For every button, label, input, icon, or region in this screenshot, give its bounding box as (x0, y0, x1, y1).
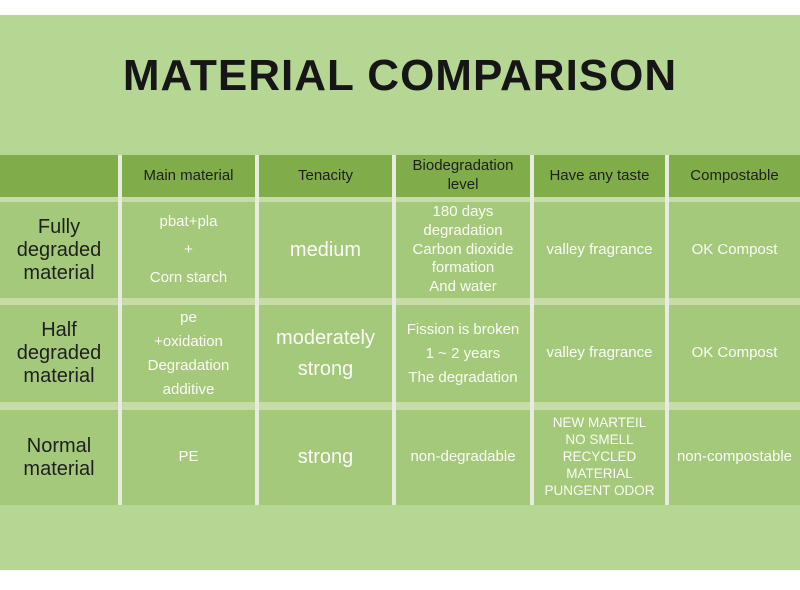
row-separator (534, 298, 665, 305)
header-cell-tenacity: Tenacity (259, 155, 392, 197)
row-separator (259, 298, 392, 305)
row-label-normal: Normal material (0, 410, 118, 505)
row-separator (122, 402, 255, 410)
poster-content: MATERIAL COMPARISON Main material Tenaci… (0, 15, 800, 570)
page-title: MATERIAL COMPARISON (122, 51, 678, 100)
cell-fully-biodegradation: 180 days degradation Carbon dioxide form… (396, 202, 530, 298)
header-cell-have-any-taste: Have any taste (534, 155, 665, 197)
cell-normal-taste: NEW MARTEIL NO SMELL RECYCLED MATERIAL P… (534, 410, 665, 505)
header-cell-compostable: Compostable (669, 155, 800, 197)
cell-half-main-material: pe +oxidation Degradation additive (122, 305, 255, 402)
row-label-fully-degraded: Fully degraded material (0, 202, 118, 298)
row-separator (669, 298, 800, 305)
row-separator (396, 402, 530, 410)
bottom-band (0, 570, 800, 590)
row-separator (122, 197, 255, 202)
row-separator (396, 298, 530, 305)
cell-fully-tenacity: medium (259, 202, 392, 298)
cell-normal-tenacity: strong (259, 410, 392, 505)
row-separator (534, 402, 665, 410)
cell-normal-biodegradation: non-degradable (396, 410, 530, 505)
cell-fully-taste: valley fragrance (534, 202, 665, 298)
top-band (0, 0, 800, 15)
row-separator (669, 402, 800, 410)
cell-normal-compostable: non-compostable (669, 410, 800, 505)
row-separator (259, 197, 392, 202)
comparison-table: Main material Tenacity Biodegradation le… (0, 155, 800, 505)
row-label-half-degraded: Half degraded material (0, 305, 118, 402)
cell-normal-main-material: PE (122, 410, 255, 505)
row-separator (669, 197, 800, 202)
header-cell-blank (0, 155, 118, 197)
row-separator (0, 402, 118, 410)
cell-fully-compostable: OK Compost (669, 202, 800, 298)
header-cell-main-material: Main material (122, 155, 255, 197)
row-separator (396, 197, 530, 202)
row-separator (0, 197, 118, 202)
cell-half-taste: valley fragrance (534, 305, 665, 402)
row-separator (122, 298, 255, 305)
cell-half-biodegradation: Fission is broken 1 ~ 2 years The degrad… (396, 305, 530, 402)
row-separator (534, 197, 665, 202)
cell-fully-main-material: pbat+pla + Corn starch (122, 202, 255, 298)
header-cell-biodegradation-level: Biodegradation level (396, 155, 530, 197)
row-separator (259, 402, 392, 410)
cell-half-compostable: OK Compost (669, 305, 800, 402)
row-separator (0, 298, 118, 305)
cell-half-tenacity: moderately strong (259, 305, 392, 402)
